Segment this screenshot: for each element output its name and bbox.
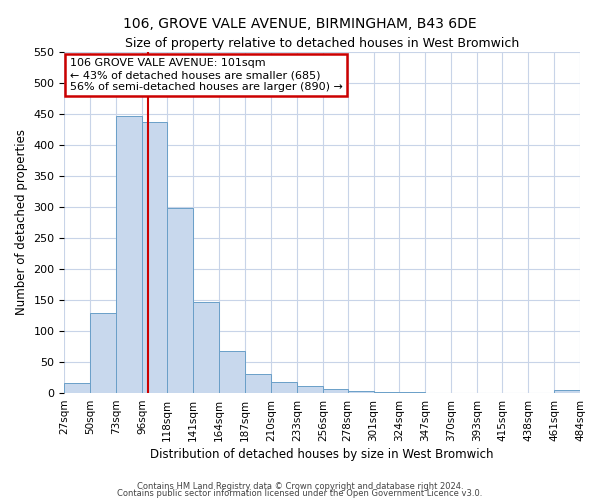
Bar <box>323 389 347 392</box>
X-axis label: Distribution of detached houses by size in West Bromwich: Distribution of detached houses by size … <box>151 448 494 461</box>
Bar <box>167 208 193 392</box>
Bar <box>219 350 245 393</box>
Bar <box>116 116 142 392</box>
Bar <box>271 382 297 392</box>
Bar <box>297 386 323 392</box>
Text: 106 GROVE VALE AVENUE: 101sqm
← 43% of detached houses are smaller (685)
56% of : 106 GROVE VALE AVENUE: 101sqm ← 43% of d… <box>70 58 343 92</box>
Y-axis label: Number of detached properties: Number of detached properties <box>15 129 28 315</box>
Bar <box>245 374 271 392</box>
Bar <box>64 384 91 392</box>
Bar <box>554 390 580 392</box>
Bar <box>91 314 116 392</box>
Text: Contains public sector information licensed under the Open Government Licence v3: Contains public sector information licen… <box>118 490 482 498</box>
Bar <box>142 122 167 392</box>
Text: 106, GROVE VALE AVENUE, BIRMINGHAM, B43 6DE: 106, GROVE VALE AVENUE, BIRMINGHAM, B43 … <box>123 18 477 32</box>
Bar <box>193 302 219 392</box>
Text: Contains HM Land Registry data © Crown copyright and database right 2024.: Contains HM Land Registry data © Crown c… <box>137 482 463 491</box>
Title: Size of property relative to detached houses in West Bromwich: Size of property relative to detached ho… <box>125 38 520 51</box>
